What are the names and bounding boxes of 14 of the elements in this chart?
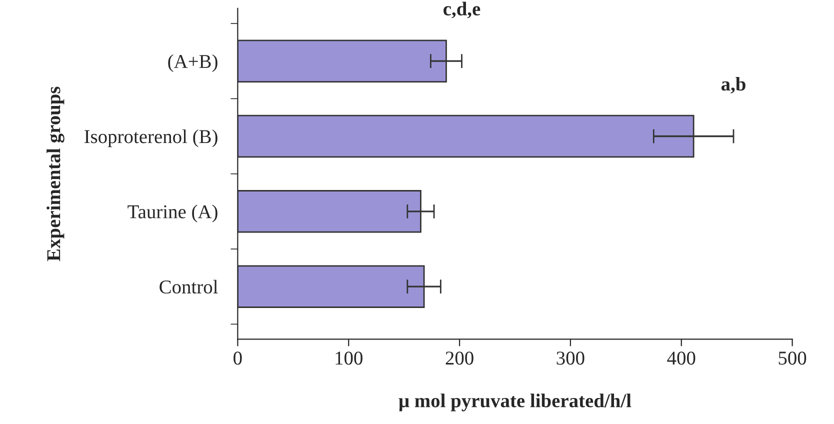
annotation: c,d,e	[444, 2, 480, 18]
y-tick-label: Isoproterenol (B)	[84, 130, 218, 148]
annotation: a,b	[721, 76, 746, 94]
x-tick-label: 300	[556, 352, 584, 365]
x-tick-label: 200	[446, 352, 474, 365]
x-tick-label: 500	[778, 352, 806, 365]
y-axis-title: Experimental groups	[46, 86, 64, 262]
y-tick-label: Control	[160, 280, 218, 294]
x-tick-label: 400	[667, 352, 696, 365]
y-tick-label: (A+B)	[168, 54, 218, 72]
x-tick-label: 100	[336, 352, 362, 365]
x-axis-title: μ mol pyruvate liberated/h/l	[398, 394, 632, 412]
x-tick-label: 0	[234, 352, 242, 365]
y-tick-label: Taurine (A)	[128, 204, 218, 222]
